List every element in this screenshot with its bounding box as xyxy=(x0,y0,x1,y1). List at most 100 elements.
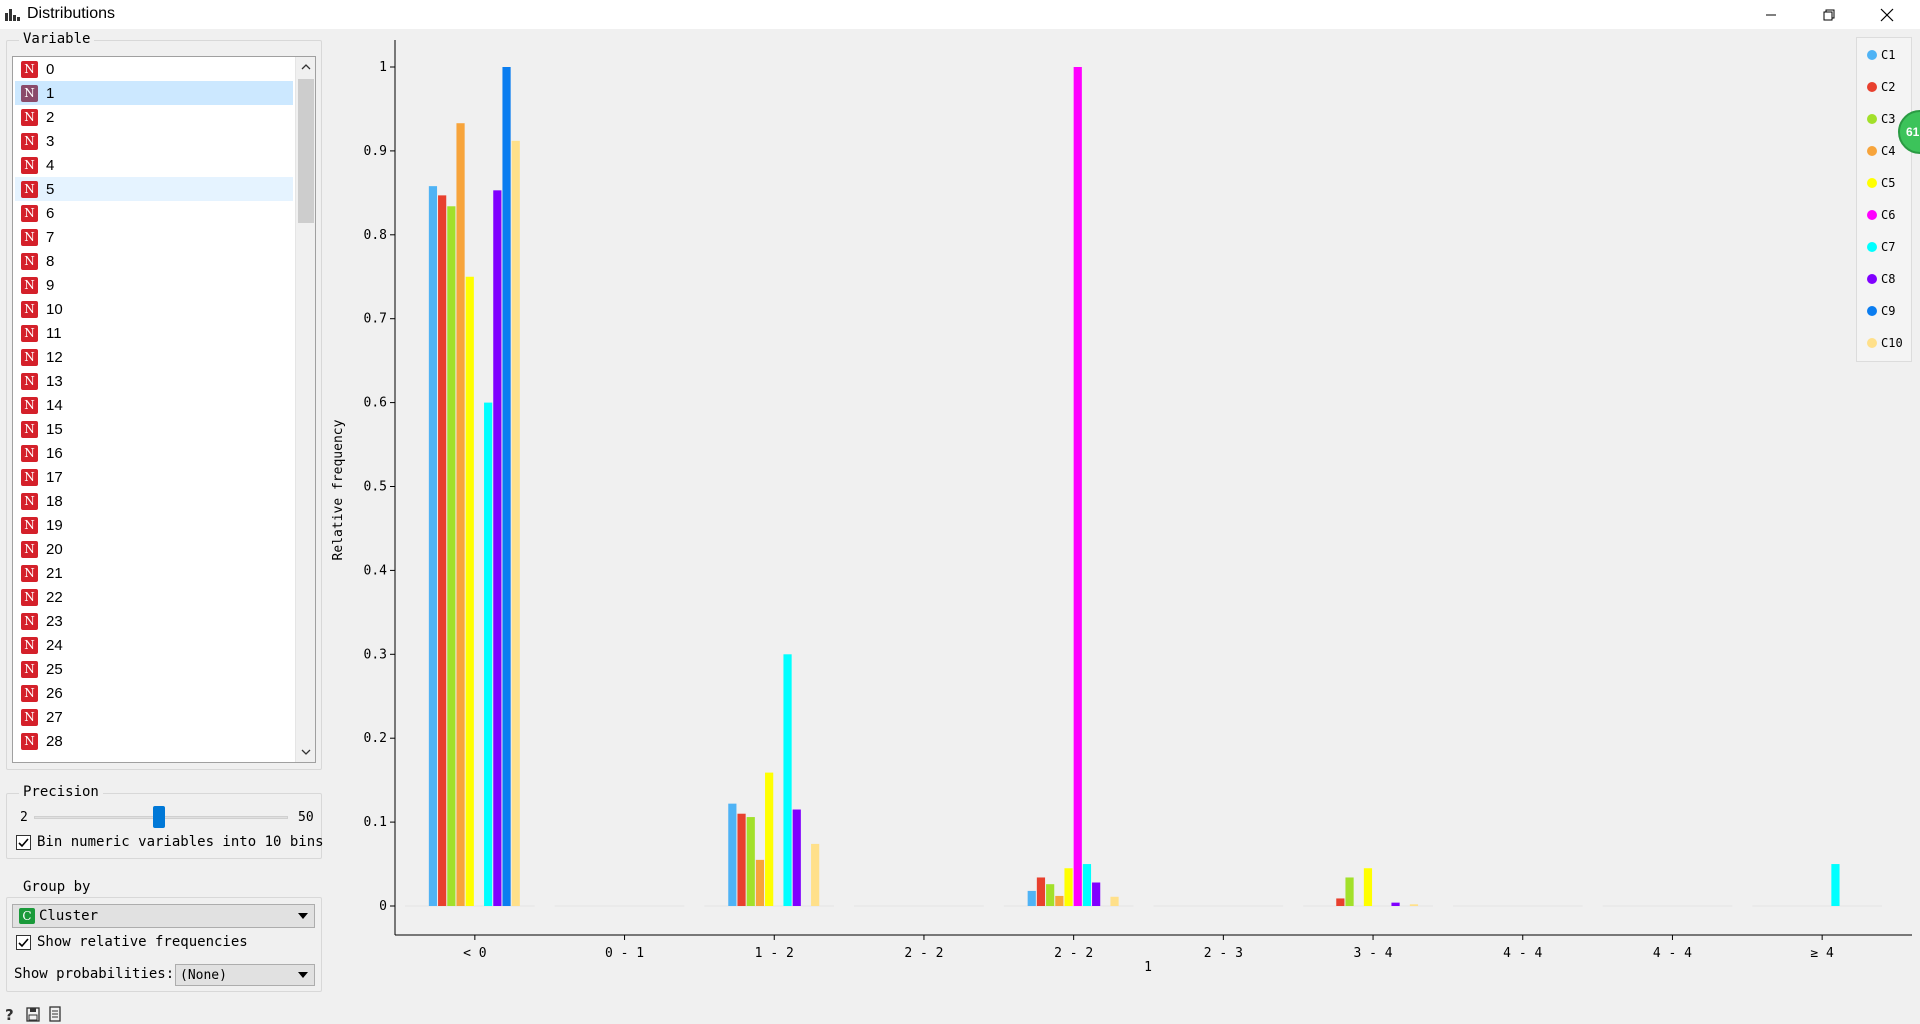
bar-c10-0 xyxy=(511,140,520,906)
variable-item[interactable]: N 24 xyxy=(15,633,293,657)
precision-slider-handle[interactable] xyxy=(153,806,165,828)
chevron-down-icon xyxy=(301,749,311,755)
title-bar: Distributions xyxy=(0,0,1920,29)
minimize-button[interactable] xyxy=(1742,0,1800,29)
probabilities-combo[interactable]: (None) xyxy=(175,964,315,986)
x-tick-label: 2 - 2 xyxy=(1054,946,1093,961)
bar-c1-0 xyxy=(428,186,438,906)
scrollbar-thumb[interactable] xyxy=(298,79,314,223)
minimize-icon xyxy=(1766,14,1776,15)
bar-c6-4 xyxy=(1073,67,1082,906)
checkmark-icon xyxy=(18,938,29,948)
group-by-combo[interactable]: C Cluster xyxy=(12,904,315,928)
precision-group xyxy=(6,793,322,859)
numeric-badge-icon: N xyxy=(21,156,38,174)
numeric-badge-icon: N xyxy=(21,324,38,342)
bar-c10-2 xyxy=(811,843,820,906)
relative-frequencies-checkbox[interactable] xyxy=(16,935,31,950)
save-icon[interactable] xyxy=(26,1006,40,1022)
bin-numeric-checkbox[interactable] xyxy=(16,835,31,850)
y-tick-label: 0.3 xyxy=(364,647,387,662)
variable-item[interactable]: N 25 xyxy=(15,657,293,681)
bar-c2-2 xyxy=(737,813,746,906)
numeric-badge-icon: N xyxy=(21,348,38,366)
variable-item[interactable]: N 16 xyxy=(15,441,293,465)
variable-item[interactable]: N 23 xyxy=(15,609,293,633)
numeric-badge-icon: N xyxy=(21,708,38,726)
numeric-badge-icon: N xyxy=(21,228,38,246)
variable-item[interactable]: N 22 xyxy=(15,585,293,609)
numeric-badge-icon: N xyxy=(21,84,38,102)
y-tick-label: 1 xyxy=(379,60,387,75)
variable-item[interactable]: N 28 xyxy=(15,729,293,753)
variable-item[interactable]: N 13 xyxy=(15,369,293,393)
variable-item[interactable]: N 12 xyxy=(15,345,293,369)
help-icon[interactable]: ? xyxy=(4,1006,18,1022)
numeric-badge-icon: N xyxy=(21,396,38,414)
variable-item[interactable]: N 15 xyxy=(15,417,293,441)
variable-item-label: 10 xyxy=(46,300,63,318)
variable-item[interactable]: N 26 xyxy=(15,681,293,705)
numeric-badge-icon: N xyxy=(21,300,38,318)
legend-label: C1 xyxy=(1881,48,1896,62)
legend-item: C2 xyxy=(1867,78,1895,96)
close-button[interactable] xyxy=(1858,0,1916,29)
bar-c7-4 xyxy=(1082,864,1092,906)
dropdown-arrow-icon xyxy=(298,972,308,978)
variable-item-label: 0 xyxy=(46,60,55,78)
restore-button[interactable] xyxy=(1800,0,1858,29)
legend-swatch xyxy=(1867,114,1877,124)
variable-list-scrollbar[interactable] xyxy=(295,57,315,762)
variable-item-label: 4 xyxy=(46,156,55,174)
y-axis-label: Relative frequency xyxy=(331,419,346,560)
variable-item[interactable]: N 20 xyxy=(15,537,293,561)
variable-item[interactable]: N 19 xyxy=(15,513,293,537)
y-tick-label: 0.7 xyxy=(364,312,387,327)
legend-item: C7 xyxy=(1867,238,1895,256)
variable-item-label: 28 xyxy=(46,732,63,750)
variable-item[interactable]: N 18 xyxy=(15,489,293,513)
variable-item[interactable]: N 21 xyxy=(15,561,293,585)
x-tick-label: ≥ 4 xyxy=(1810,946,1834,961)
x-tick-label: 4 - 4 xyxy=(1503,946,1542,961)
bar-c8-2 xyxy=(792,809,801,906)
bar-c2-6 xyxy=(1336,898,1345,906)
variable-item[interactable]: N 14 xyxy=(15,393,293,417)
variable-item[interactable]: N 27 xyxy=(15,705,293,729)
legend-item: C1 xyxy=(1867,46,1895,64)
numeric-badge-icon: N xyxy=(21,588,38,606)
variable-item-label: 1 xyxy=(46,84,55,102)
variable-item[interactable]: N 10 xyxy=(15,297,293,321)
variable-item-label: 16 xyxy=(46,444,63,462)
variable-item-label: 11 xyxy=(46,324,62,342)
y-tick-label: 0.4 xyxy=(364,563,388,578)
group-by-value: Cluster xyxy=(39,908,99,924)
variable-item-label: 3 xyxy=(46,132,55,150)
numeric-badge-icon: N xyxy=(21,108,38,126)
scroll-down-button[interactable] xyxy=(296,742,315,762)
legend-label: C9 xyxy=(1881,304,1896,318)
bar-c7-0 xyxy=(484,402,493,906)
variable-list[interactable]: N 0 N 1 N 2 N 3 N 4 N 5 N 6 N 7 N 8 N 9 N 10 N 11 N 12 N 13 N 14 N 15 N 1… xyxy=(12,56,316,763)
checkmark-icon xyxy=(18,838,29,848)
y-tick-label: 0.5 xyxy=(364,480,387,495)
report-icon[interactable] xyxy=(48,1006,62,1022)
numeric-badge-icon: N xyxy=(21,444,38,462)
variable-item-label: 23 xyxy=(46,612,63,630)
numeric-badge-icon: N xyxy=(21,204,38,222)
scroll-up-button[interactable] xyxy=(296,57,315,77)
variable-item-label: 14 xyxy=(46,396,63,414)
variable-item[interactable]: N 17 xyxy=(15,465,293,489)
x-tick-label: 4 - 4 xyxy=(1653,946,1692,961)
variable-item[interactable]: N 11 xyxy=(15,321,293,345)
